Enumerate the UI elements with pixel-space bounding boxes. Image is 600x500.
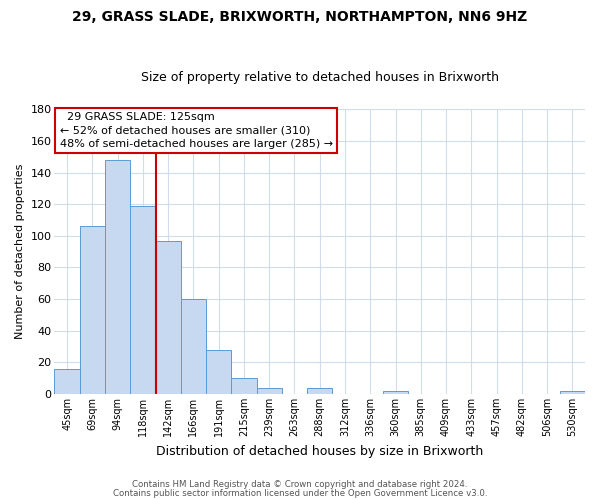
Y-axis label: Number of detached properties: Number of detached properties: [15, 164, 25, 340]
Bar: [80, 226, 105, 394]
Bar: [206, 350, 232, 394]
Bar: [232, 378, 257, 394]
Bar: [181, 299, 206, 394]
Bar: [130, 206, 155, 394]
Bar: [105, 160, 130, 394]
Bar: [155, 240, 181, 394]
Bar: [383, 391, 408, 394]
Bar: [55, 368, 80, 394]
Bar: [560, 391, 585, 394]
Text: Contains HM Land Registry data © Crown copyright and database right 2024.: Contains HM Land Registry data © Crown c…: [132, 480, 468, 489]
Text: 29, GRASS SLADE, BRIXWORTH, NORTHAMPTON, NN6 9HZ: 29, GRASS SLADE, BRIXWORTH, NORTHAMPTON,…: [73, 10, 527, 24]
Bar: [307, 388, 332, 394]
Title: Size of property relative to detached houses in Brixworth: Size of property relative to detached ho…: [141, 72, 499, 85]
Bar: [257, 388, 282, 394]
Text: Contains public sector information licensed under the Open Government Licence v3: Contains public sector information licen…: [113, 489, 487, 498]
Text: 29 GRASS SLADE: 125sqm
← 52% of detached houses are smaller (310)
48% of semi-de: 29 GRASS SLADE: 125sqm ← 52% of detached…: [59, 112, 332, 149]
X-axis label: Distribution of detached houses by size in Brixworth: Distribution of detached houses by size …: [156, 444, 484, 458]
